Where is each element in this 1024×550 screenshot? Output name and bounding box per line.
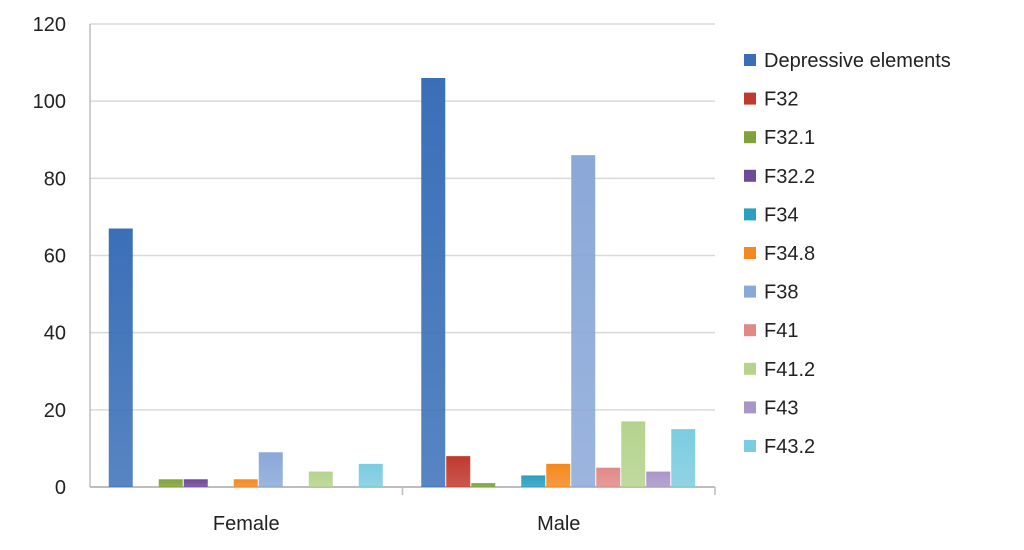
bar-female-f41-2: F41.2: 4	[308, 471, 333, 487]
legend-item: F32	[744, 89, 798, 111]
legend-item: F43.2	[744, 436, 815, 458]
legend-item: F34	[744, 204, 798, 226]
legend-swatch	[744, 324, 756, 337]
legend-label: F32	[764, 89, 798, 111]
legend-label: F34.8	[764, 243, 815, 265]
legend-item: Depressive elements	[744, 50, 951, 72]
legend-swatch	[744, 131, 756, 144]
x-tick-label: Male	[537, 513, 580, 535]
legend-swatch	[744, 92, 756, 105]
legend-label: F43.2	[764, 436, 815, 458]
legend-swatch	[744, 54, 756, 66]
legend-label: F43	[764, 397, 798, 419]
bar-male-f32: F32: 8	[446, 456, 471, 487]
bar-male-f38: F38: 86	[571, 155, 596, 487]
legend-swatch	[744, 247, 756, 259]
bar-female-f32-2: F32.2: 2	[183, 479, 208, 487]
legend: Depressive elements F32 F32.1 F32.2 F34 F34.8…	[744, 50, 951, 458]
y-tick-label: 40	[44, 323, 66, 345]
bar-male-f41: F41: 5	[596, 467, 621, 487]
legend-item: F32.2	[744, 166, 815, 188]
bar-female-f38: F38: 9	[258, 452, 283, 487]
bar-male-f34: F34: 3	[521, 475, 546, 487]
y-axis: 0 20 40 60 80 100 120	[33, 14, 66, 499]
bar-male-f34-8: F34.8: 6	[546, 463, 571, 487]
legend-swatch	[744, 285, 756, 298]
legend-item: F41.2	[744, 359, 815, 381]
y-tick-label: 120	[33, 14, 66, 36]
legend-item: F38	[744, 282, 798, 304]
legend-label: F38	[764, 282, 798, 304]
legend-label: F32.1	[764, 127, 815, 149]
legend-swatch	[744, 169, 756, 182]
legend-swatch	[744, 401, 756, 414]
bar-male-depressive-elements: Depressive elements: 106	[421, 78, 446, 488]
bar-male-f43-2: F43.2: 15	[671, 429, 696, 487]
x-axis: Female Male	[213, 487, 716, 535]
bar-female-f43-2: F43.2: 6	[358, 463, 383, 487]
legend-label: F32.2	[764, 166, 815, 188]
legend-label: F34	[764, 204, 798, 226]
legend-swatch	[744, 440, 756, 452]
bar-male-f43: F43: 4	[646, 471, 671, 487]
legend-swatch	[744, 208, 756, 221]
legend-swatch	[744, 362, 756, 375]
y-tick-label: 80	[44, 168, 66, 190]
bar-male-f41-2: F41.2: 17	[621, 421, 646, 487]
gridlines	[89, 23, 715, 488]
bar-male-f32-1: F32.1: 1	[471, 483, 496, 487]
y-tick-label: 60	[44, 246, 66, 268]
bar-female-f34-8: F34.8: 2	[233, 479, 258, 487]
bar-female-f32-1: F32.1: 2	[158, 479, 183, 487]
legend-item: F32.1	[744, 127, 815, 149]
y-tick-label: 100	[33, 91, 66, 113]
bar-female-depressive-elements: Depressive elements: 67	[108, 228, 133, 487]
x-tick-label: Female	[213, 513, 280, 535]
legend-label: F41.2	[764, 359, 815, 381]
y-tick-label: 20	[44, 400, 66, 422]
legend-label: F41	[764, 320, 798, 342]
legend-item: F34.8	[744, 243, 815, 265]
legend-item: F43	[744, 397, 798, 419]
legend-item: F41	[744, 320, 798, 342]
bars: Depressive elements: 67F32: 0F32.1: 2F32…	[108, 78, 696, 488]
y-tick-label: 0	[55, 477, 66, 499]
legend-label: Depressive elements	[764, 50, 951, 72]
